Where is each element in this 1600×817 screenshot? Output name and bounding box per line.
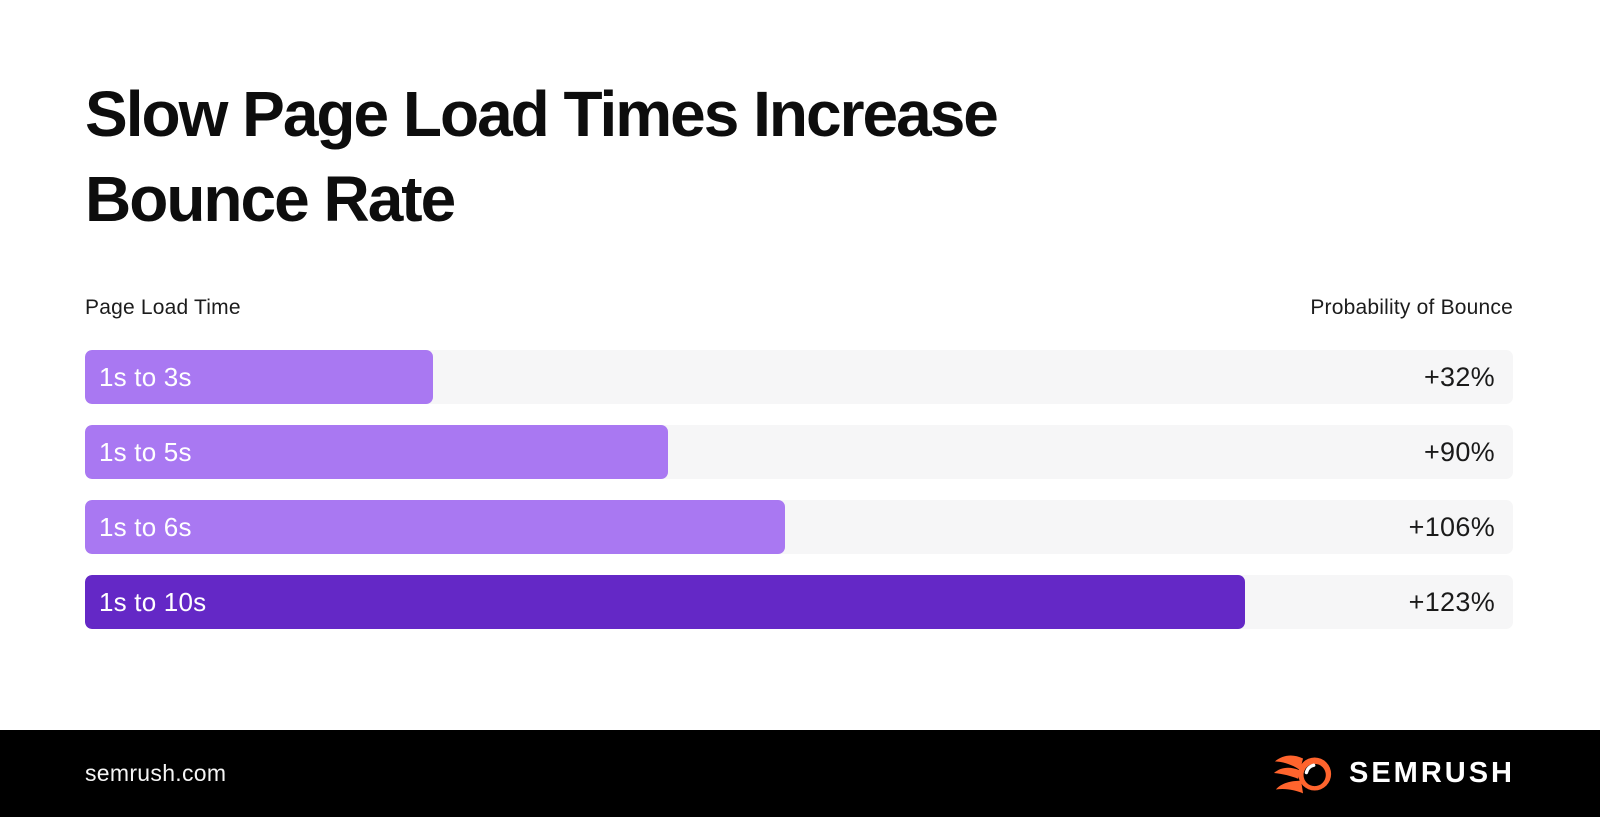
bar-value: +106% (1408, 511, 1495, 542)
chart-headers: Page Load Time Probability of Bounce (85, 296, 1513, 320)
bar-value: +32% (1423, 361, 1495, 392)
bar-fill: 1s to 6s (85, 500, 785, 555)
bar-fill: 1s to 10s (85, 575, 1245, 630)
bar-row: 1s to 10s +123% (85, 575, 1513, 630)
bar-value: +123% (1408, 586, 1495, 617)
bar-label: 1s to 10s (99, 586, 207, 617)
bar-fill: 1s to 5s (85, 425, 668, 480)
axis-label-page-load-time: Page Load Time (85, 296, 241, 320)
chart-content: Slow Page Load Times Increase Bounce Rat… (85, 78, 1513, 630)
axis-label-probability-of-bounce: Probability of Bounce (1310, 296, 1513, 320)
bar-fill: 1s to 3s (85, 350, 434, 405)
bar-chart: Page Load Time Probability of Bounce 1s … (85, 296, 1513, 630)
page-title: Slow Page Load Times Increase Bounce Rat… (85, 78, 999, 236)
website-url: semrush.com (85, 760, 227, 786)
semrush-logo: SEMRUSH (1273, 752, 1515, 796)
bar-label: 1s to 3s (99, 361, 192, 392)
footer-bar: semrush.com SEMRUSH (0, 730, 1600, 817)
semrush-wordmark: SEMRUSH (1348, 757, 1515, 789)
bar-row: 1s to 3s +32% (85, 350, 1513, 405)
bar-value: +90% (1423, 436, 1495, 467)
semrush-flame-icon (1273, 754, 1332, 793)
bar-row: 1s to 6s +106% (85, 500, 1513, 555)
bar-rows: 1s to 3s +32% 1s to 5s +90% 1s to 6s +10… (85, 350, 1513, 630)
bar-label: 1s to 5s (99, 436, 192, 467)
bar-row: 1s to 5s +90% (85, 425, 1513, 480)
bar-label: 1s to 6s (99, 511, 192, 542)
